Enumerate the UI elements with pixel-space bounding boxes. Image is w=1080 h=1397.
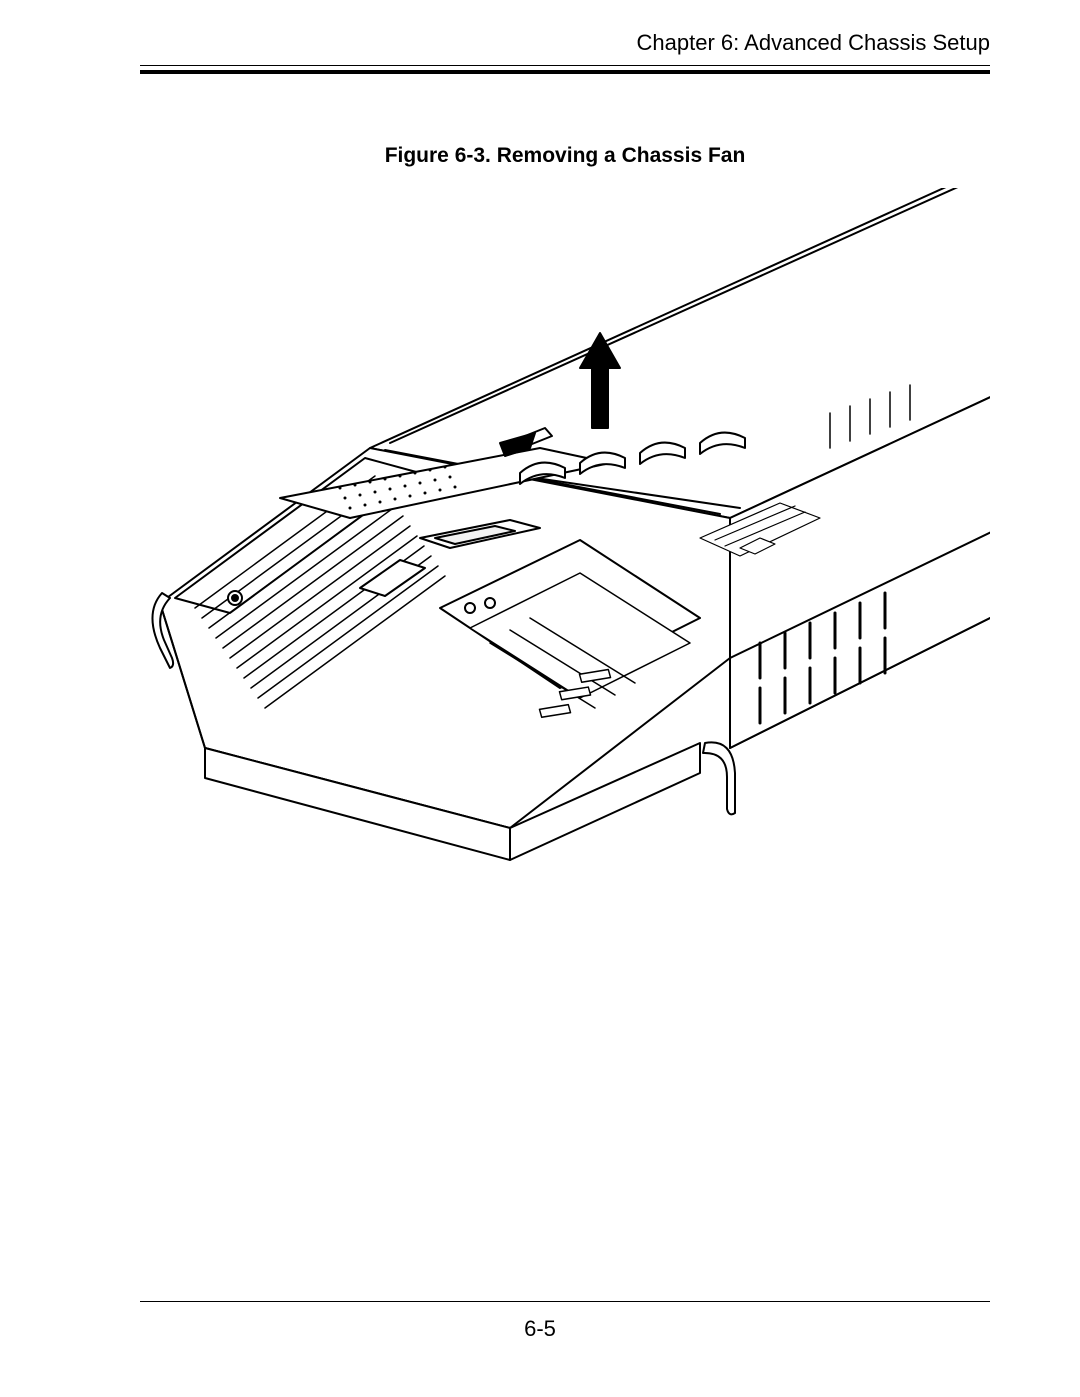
figure-caption: Figure 6-3. Removing a Chassis Fan (140, 144, 990, 168)
chapter-header: Chapter 6: Advanced Chassis Setup (140, 30, 990, 62)
header-rule-thick (140, 70, 990, 74)
figure-illustration (140, 188, 990, 978)
header-rule-thin (140, 65, 990, 66)
page-content: Chapter 6: Advanced Chassis Setup Figure… (140, 30, 990, 1337)
footer-rule (140, 1301, 990, 1302)
page-number: 6-5 (0, 1316, 1080, 1342)
